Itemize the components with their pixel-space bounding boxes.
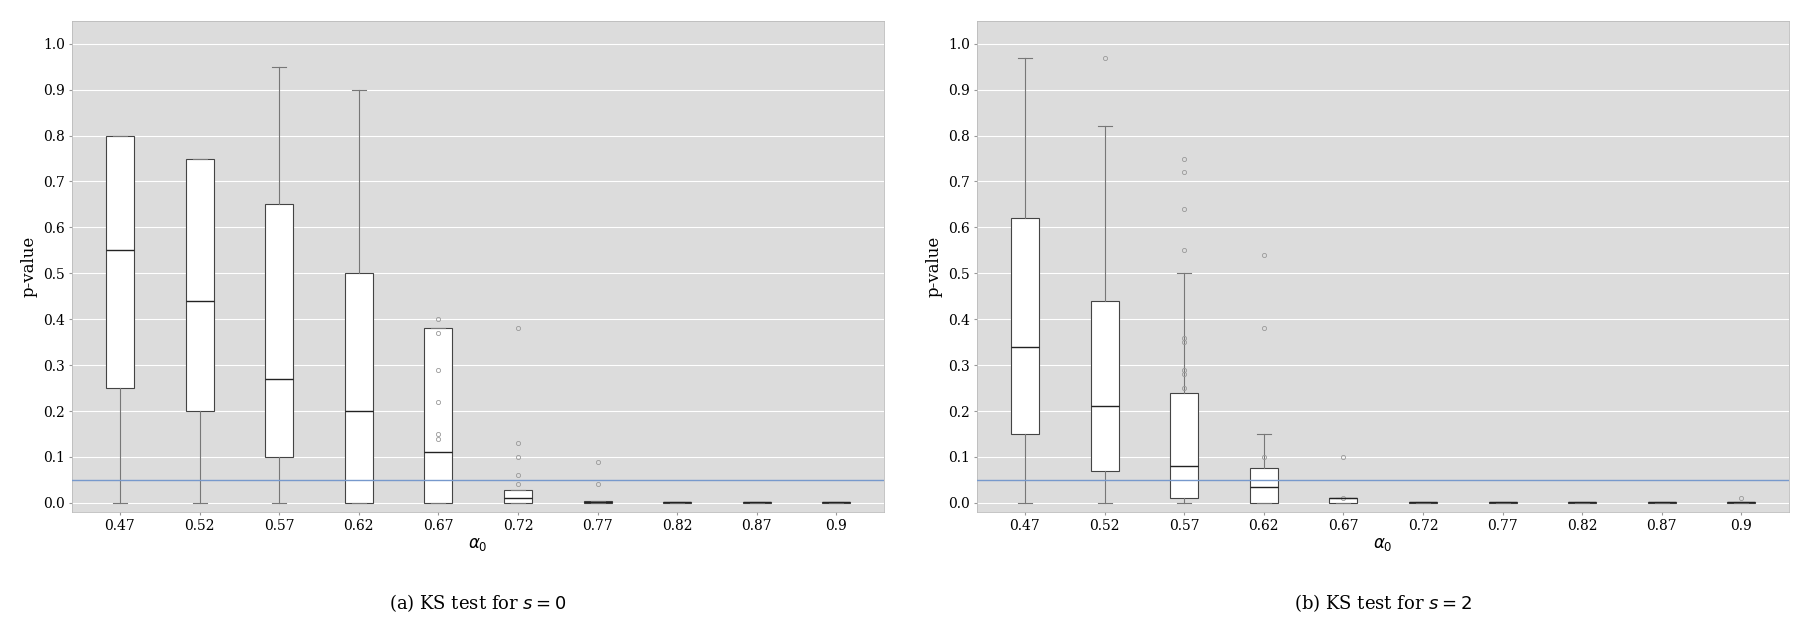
PathPatch shape xyxy=(1091,301,1119,470)
PathPatch shape xyxy=(1567,502,1596,503)
PathPatch shape xyxy=(742,502,771,503)
PathPatch shape xyxy=(1171,393,1198,498)
PathPatch shape xyxy=(107,136,134,388)
Y-axis label: p-value: p-value xyxy=(927,236,943,297)
X-axis label: $\alpha_0$: $\alpha_0$ xyxy=(469,536,489,553)
PathPatch shape xyxy=(346,273,373,503)
PathPatch shape xyxy=(503,490,532,503)
PathPatch shape xyxy=(1408,502,1437,503)
PathPatch shape xyxy=(425,328,452,503)
Text: (b) KS test for $s = 2$: (b) KS test for $s = 2$ xyxy=(1294,593,1472,614)
Y-axis label: p-value: p-value xyxy=(22,236,38,297)
PathPatch shape xyxy=(662,502,691,503)
PathPatch shape xyxy=(1488,502,1517,503)
PathPatch shape xyxy=(266,204,293,457)
PathPatch shape xyxy=(1647,502,1676,503)
PathPatch shape xyxy=(1012,218,1039,434)
PathPatch shape xyxy=(1251,468,1278,503)
X-axis label: $\alpha_0$: $\alpha_0$ xyxy=(1374,536,1394,553)
PathPatch shape xyxy=(1727,502,1756,503)
PathPatch shape xyxy=(822,502,851,503)
PathPatch shape xyxy=(186,159,214,411)
Text: (a) KS test for $s = 0$: (a) KS test for $s = 0$ xyxy=(389,593,567,614)
PathPatch shape xyxy=(1330,498,1358,503)
PathPatch shape xyxy=(583,500,612,503)
